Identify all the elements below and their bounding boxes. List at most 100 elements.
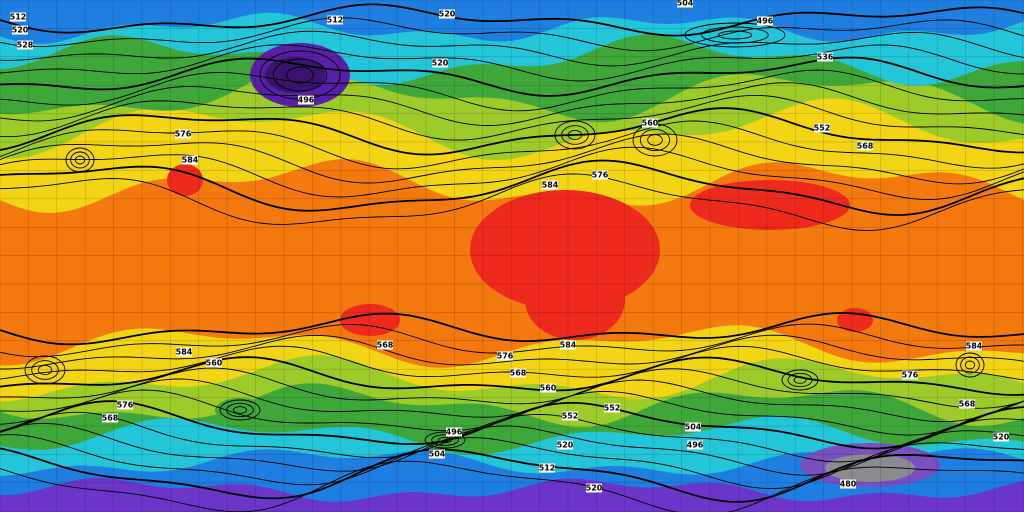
contour-label: 552 [604,404,621,413]
label-background [592,170,608,180]
label-background [298,95,314,105]
contour-label: 512 [327,16,344,25]
contour-line [0,411,1024,463]
closed-contour [31,360,59,380]
contour-label: 584 [542,181,559,190]
label-background [814,123,830,133]
label-background [540,383,556,393]
contour-label: 496 [757,17,774,26]
label-background [557,440,573,450]
contour-label: 584 [182,156,199,165]
label-background [327,15,343,25]
closed-contour [960,356,980,374]
label-background [432,58,448,68]
label-background [687,440,703,450]
label-background [542,180,558,190]
contour-line [0,422,1024,476]
contour-line [0,400,1024,450]
closed-contour [286,66,314,84]
contour-label: 552 [814,124,831,133]
closed-contour [226,402,254,418]
closed-contour [955,352,985,378]
label-background [497,351,513,361]
label-background [377,340,393,350]
label-background [817,52,833,62]
contour-label: 520 [12,26,29,35]
contour-label: 560 [206,359,223,368]
contour-line [0,44,1024,82]
contour-label: 504 [677,0,694,8]
contour-label: 560 [642,119,659,128]
contour-line [0,69,1024,112]
closed-contour [964,360,976,370]
closed-contour [219,399,261,421]
closed-contour [554,120,596,150]
contour-line [0,389,1024,436]
closed-contour [232,406,248,414]
contour-label: 568 [857,142,874,151]
contour-label: 520 [432,59,449,68]
contour-line [0,159,1024,216]
label-background [102,413,118,423]
closed-contour [701,26,769,44]
label-background [439,9,455,19]
warm-region [167,164,203,196]
label-background [175,129,191,139]
label-background [182,155,198,165]
contour-label: 568 [959,400,976,409]
label-background [840,479,856,489]
closed-contour [567,129,583,141]
contour-line [0,173,1024,231]
closed-contour [793,376,807,384]
contour-label: 568 [102,414,119,423]
contour-label: 512 [539,464,556,473]
contour-label: 576 [902,371,919,380]
contour-line [0,133,1024,185]
contour-line [0,378,1024,423]
label-background [757,16,773,26]
contour-line [0,3,1024,37]
contour-label: 520 [993,433,1010,442]
closed-contour [561,125,589,145]
label-background [586,483,602,493]
label-background [642,118,658,128]
label-background [857,141,873,151]
label-background [12,25,28,35]
cool-region [215,398,265,422]
label-background [176,347,192,357]
contour-label: 584 [176,348,193,357]
contour-label: 576 [175,130,192,139]
contour-label: 576 [592,171,609,180]
contour-label: 568 [377,341,394,350]
color-band [0,0,1024,44]
contour-line [0,17,1024,52]
contour-label: 576 [117,401,134,410]
closed-contour [787,372,813,388]
color-band [0,477,1024,512]
contour-label: 584 [560,341,577,350]
contour-label: 496 [298,96,315,105]
contour-line [0,434,1024,490]
closed-contour [37,364,53,376]
contour-line [0,30,1024,67]
contours [0,3,1024,512]
label-background [685,422,701,432]
contour-line [0,447,1024,503]
closed-contour [684,22,786,48]
closed-contour [424,431,466,449]
warm-region [525,260,625,340]
label-background [10,12,26,22]
label-background [993,432,1009,442]
contour-line [0,312,1024,346]
contour-line [0,356,1024,396]
contour-label: 504 [685,423,702,432]
contour-label: 584 [966,342,983,351]
contour-line [0,334,1024,370]
contour-label: 504 [429,450,446,459]
contour-line [0,120,1024,170]
contour-label: 496 [687,441,704,450]
contour-label: 520 [557,441,574,450]
closed-contour [272,58,328,92]
contour-labels: 512 520 528 512 520 504 496 536 496 520 576 584 560 5… [10,0,1010,493]
contour-label: 568 [510,369,527,378]
